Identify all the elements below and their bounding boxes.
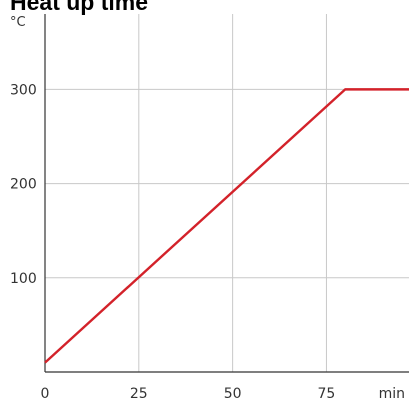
x-tick-label: 50 <box>224 386 242 402</box>
x-tick-label: 75 <box>318 386 336 402</box>
y-axis-unit: °C <box>10 15 26 30</box>
x-tick-label: 0 <box>41 386 50 402</box>
y-tick-label: 100 <box>10 271 37 287</box>
series-line <box>44 88 409 364</box>
y-tick-label: 300 <box>10 82 37 98</box>
x-tick-label: 25 <box>130 386 148 402</box>
chart-title: Heat up time <box>10 0 149 15</box>
x-axis-unit: min <box>379 386 405 402</box>
y-tick-label: 200 <box>10 177 37 193</box>
